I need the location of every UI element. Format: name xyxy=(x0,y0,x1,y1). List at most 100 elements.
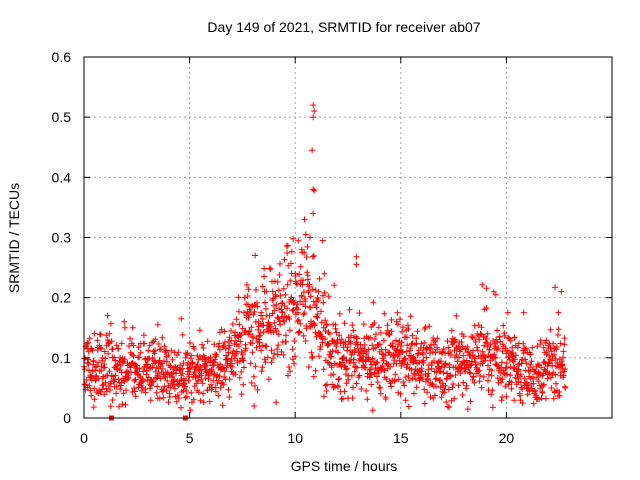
data-point xyxy=(185,377,192,384)
data-point xyxy=(296,271,303,278)
data-point xyxy=(274,351,281,358)
data-point xyxy=(369,407,376,414)
data-point xyxy=(448,327,455,334)
data-point xyxy=(277,292,284,299)
data-point xyxy=(282,332,289,339)
data-point xyxy=(200,399,207,406)
data-point xyxy=(222,345,229,352)
data-point xyxy=(467,370,474,377)
data-point xyxy=(485,377,491,384)
data-point xyxy=(113,342,120,349)
data-point xyxy=(92,367,99,374)
data-point xyxy=(284,281,291,288)
data-point xyxy=(275,331,282,338)
axis-ticks: 0 0.1 0.2 0.3 0.4 0.5 0.6 0 5 10 15 20 xyxy=(52,49,612,446)
data-point xyxy=(137,349,144,356)
y-tick-label: 0.5 xyxy=(52,109,72,125)
data-point xyxy=(463,357,470,364)
data-point xyxy=(492,354,499,361)
data-point xyxy=(431,341,438,348)
data-point xyxy=(250,311,257,318)
data-point xyxy=(257,329,264,336)
data-point xyxy=(322,328,329,334)
data-point xyxy=(545,359,552,366)
data-point xyxy=(160,386,167,393)
data-point xyxy=(320,366,327,373)
data-point xyxy=(411,390,417,397)
data-point xyxy=(274,346,281,353)
data-point xyxy=(221,328,228,335)
data-point xyxy=(154,383,161,390)
data-point xyxy=(281,256,288,263)
data-point xyxy=(414,328,421,335)
data-point xyxy=(465,348,472,355)
data-point xyxy=(183,387,190,394)
data-point xyxy=(157,361,164,368)
data-point xyxy=(214,371,221,378)
data-point xyxy=(140,332,147,339)
data-point xyxy=(274,278,281,285)
data-point xyxy=(238,368,245,375)
data-point xyxy=(393,318,400,325)
data-point xyxy=(504,347,511,354)
data-point xyxy=(426,344,433,351)
data-point xyxy=(341,362,348,369)
data-point xyxy=(260,329,267,336)
data-point xyxy=(487,341,494,348)
data-point xyxy=(308,349,315,356)
data-point xyxy=(501,370,508,377)
data-point xyxy=(175,349,182,356)
data-point xyxy=(349,395,356,401)
data-point xyxy=(454,358,461,365)
data-point xyxy=(140,378,147,385)
data-point xyxy=(225,386,232,393)
data-point xyxy=(495,345,502,352)
data-point xyxy=(254,303,261,310)
data-point xyxy=(199,380,206,387)
data-point xyxy=(262,359,269,366)
data-point xyxy=(326,340,332,347)
data-point xyxy=(106,330,113,337)
data-point xyxy=(418,340,425,347)
data-point xyxy=(386,331,393,338)
data-point xyxy=(130,342,137,349)
data-point xyxy=(277,321,284,328)
data-point xyxy=(303,254,310,261)
data-point xyxy=(388,328,395,335)
data-point xyxy=(305,276,311,283)
data-point xyxy=(502,383,509,390)
data-point xyxy=(295,317,302,323)
data-point xyxy=(346,306,353,313)
data-point xyxy=(317,343,324,350)
data-point xyxy=(238,331,245,338)
data-point xyxy=(353,364,360,371)
data-point xyxy=(520,340,527,347)
data-point xyxy=(498,397,505,404)
data-point xyxy=(88,392,95,399)
data-point xyxy=(394,321,401,328)
data-point xyxy=(283,243,290,250)
data-point xyxy=(514,344,521,351)
data-point xyxy=(320,393,327,400)
data-point xyxy=(328,364,335,371)
data-point xyxy=(138,379,145,386)
data-point xyxy=(396,316,403,323)
data-point xyxy=(135,344,142,351)
data-point xyxy=(374,359,381,366)
data-point xyxy=(376,384,383,391)
data-point xyxy=(111,354,118,361)
data-point xyxy=(476,378,483,385)
data-point xyxy=(103,388,110,395)
data-point xyxy=(426,323,433,330)
data-point xyxy=(253,286,259,293)
data-point xyxy=(200,345,207,351)
data-point xyxy=(433,369,440,376)
data-point xyxy=(303,325,310,332)
data-point xyxy=(210,377,217,384)
data-point xyxy=(483,285,490,292)
data-point xyxy=(331,282,338,289)
data-point xyxy=(329,337,336,344)
data-point xyxy=(150,379,157,386)
data-point xyxy=(271,307,278,314)
data-point xyxy=(321,289,328,296)
